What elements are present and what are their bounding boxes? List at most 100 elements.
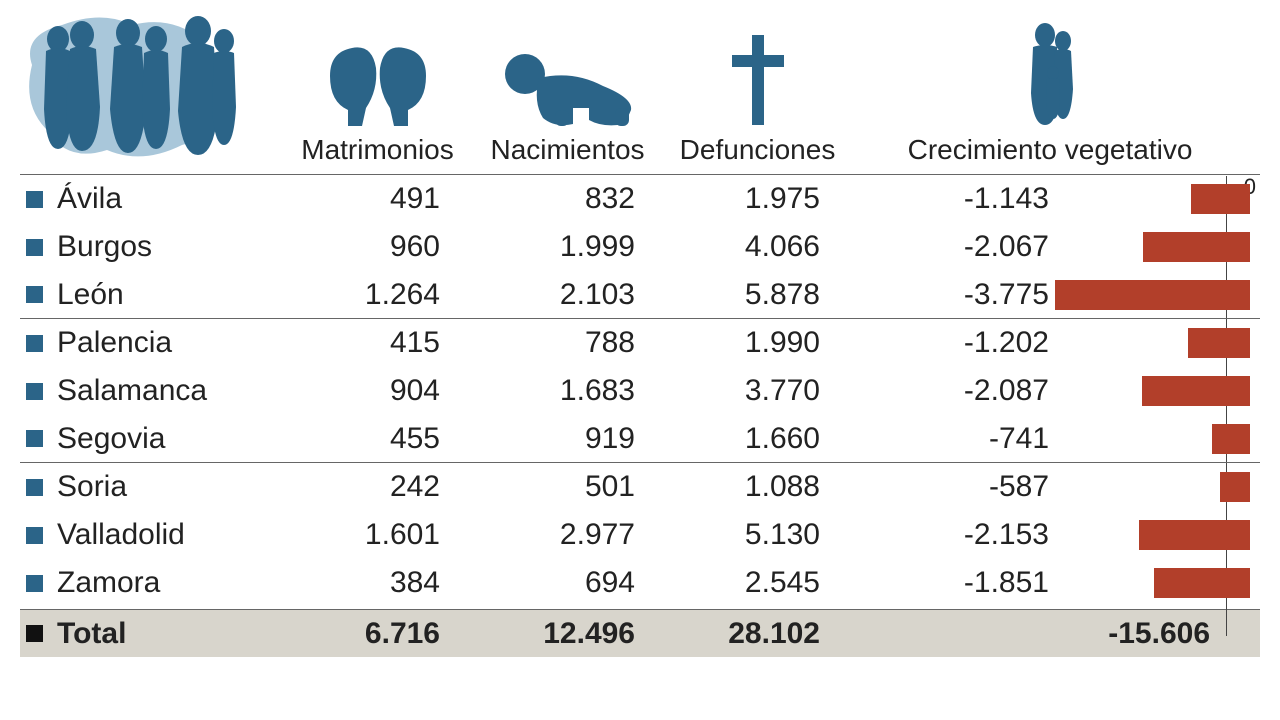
deaths-cell: 4.066: [665, 230, 850, 264]
col-label-growth: Crecimiento vegetativo: [850, 134, 1250, 166]
couple-heads-icon: [318, 38, 438, 128]
growth-cell: -1.202: [850, 319, 1250, 367]
growth-cell: -2.153: [850, 511, 1250, 559]
growth-cell: -3.775: [850, 271, 1250, 318]
births-cell: 501: [470, 470, 665, 504]
header-births: Nacimientos: [470, 18, 665, 174]
growth-bar-track: [1055, 280, 1250, 310]
row-bullet: [26, 286, 43, 303]
table-row: Palencia 4157881.990 -1.202: [20, 319, 1260, 367]
table-total-row: Total 6.716 12.496 28.102 -15.606: [20, 609, 1260, 657]
deaths-cell: 1.990: [665, 326, 850, 360]
province-cell: León: [20, 278, 285, 312]
marriages-cell: 1.264: [285, 278, 470, 312]
births-cell: 1.999: [470, 230, 665, 264]
growth-bar: [1055, 280, 1250, 310]
growth-bar-track: [1055, 328, 1250, 358]
growth-value: -587: [989, 470, 1055, 504]
growth-cell: -1.851: [850, 559, 1250, 607]
growth-cell: -2.067: [850, 223, 1250, 271]
growth-bar-track: [1055, 520, 1250, 550]
col-label-births: Nacimientos: [470, 134, 665, 166]
growth-value: -741: [989, 422, 1055, 456]
row-bullet: [26, 430, 43, 447]
marriages-cell: 960: [285, 230, 470, 264]
growth-bar: [1191, 184, 1250, 214]
row-bullet: [26, 335, 43, 352]
growth-value: -2.087: [964, 374, 1055, 408]
marriages-cell: 1.601: [285, 518, 470, 552]
births-cell: 1.683: [470, 374, 665, 408]
province-name: Salamanca: [57, 374, 207, 408]
province-cell: Burgos: [20, 230, 285, 264]
province-cell: Segovia: [20, 422, 285, 456]
marriages-cell: 455: [285, 422, 470, 456]
table-row: Valladolid1.6012.9775.130-2.153: [20, 511, 1260, 559]
province-name: Palencia: [57, 326, 172, 360]
growth-bar-track: [1055, 424, 1250, 454]
growth-bar: [1188, 328, 1250, 358]
row-bullet: [26, 383, 43, 400]
province-cell: Valladolid: [20, 518, 285, 552]
marriages-cell: 904: [285, 374, 470, 408]
growth-bar: [1143, 232, 1250, 262]
growth-value: -3.775: [964, 278, 1055, 312]
deaths-cell: 1.660: [665, 422, 850, 456]
col-label-marriages: Matrimonios: [285, 134, 470, 166]
row-bullet: [26, 479, 43, 496]
table-row: Salamanca9041.6833.770-2.087: [20, 367, 1260, 415]
growth-value: -2.067: [964, 230, 1055, 264]
births-cell: 919: [470, 422, 665, 456]
total-deaths: 28.102: [665, 617, 850, 651]
row-bullet: [26, 527, 43, 544]
province-cell: Ávila: [20, 182, 285, 216]
growth-bar: [1139, 520, 1250, 550]
row-bullet: [26, 575, 43, 592]
deaths-cell: 5.130: [665, 518, 850, 552]
growth-value: -1.851: [964, 566, 1055, 600]
table-body: Ávila4918321.975-1.143Burgos9601.9994.06…: [20, 175, 1260, 607]
growth-bar-track: [1055, 184, 1250, 214]
total-bullet: [26, 625, 43, 642]
marriages-cell: 242: [285, 470, 470, 504]
births-cell: 694: [470, 566, 665, 600]
province-name: León: [57, 278, 124, 312]
births-cell: 2.103: [470, 278, 665, 312]
marriages-cell: 415: [285, 326, 470, 360]
province-name: Ávila: [57, 182, 122, 216]
total-label: Total: [57, 617, 126, 651]
province-name: Zamora: [57, 566, 160, 600]
deaths-cell: 1.088: [665, 470, 850, 504]
table-row: Burgos9601.9994.066 -2.067: [20, 223, 1260, 271]
cross-icon: [728, 33, 788, 128]
table-row: Soria 2425011.088 -587: [20, 463, 1260, 511]
demographics-table: Matrimonios Nacimientos: [0, 0, 1280, 720]
family-icon: [1015, 23, 1085, 128]
marriages-cell: 384: [285, 566, 470, 600]
people-silhouette-icon: [20, 9, 240, 159]
total-marriages: 6.716: [285, 617, 470, 651]
total-label-cell: Total: [20, 617, 285, 651]
growth-value: -1.143: [964, 182, 1055, 216]
growth-cell: -741: [850, 415, 1250, 462]
baby-crawling-icon: [493, 48, 643, 128]
deaths-cell: 2.545: [665, 566, 850, 600]
growth-bar: [1142, 376, 1250, 406]
births-cell: 788: [470, 326, 665, 360]
table-row: Segovia4559191.660 -741: [20, 415, 1260, 463]
province-name: Soria: [57, 470, 127, 504]
province-cell: Soria: [20, 470, 285, 504]
total-births: 12.496: [470, 617, 665, 651]
growth-cell: -2.087: [850, 367, 1250, 415]
growth-value: -1.202: [964, 326, 1055, 360]
marriages-cell: 491: [285, 182, 470, 216]
deaths-cell: 1.975: [665, 182, 850, 216]
header-deaths: Defunciones: [665, 18, 850, 174]
growth-cell: -1.143: [850, 175, 1250, 223]
header-marriages: Matrimonios: [285, 18, 470, 174]
header-province: [20, 9, 285, 174]
province-cell: Zamora: [20, 566, 285, 600]
row-bullet: [26, 239, 43, 256]
table-row: León1.2642.1035.878-3.775: [20, 271, 1260, 319]
province-cell: Salamanca: [20, 374, 285, 408]
